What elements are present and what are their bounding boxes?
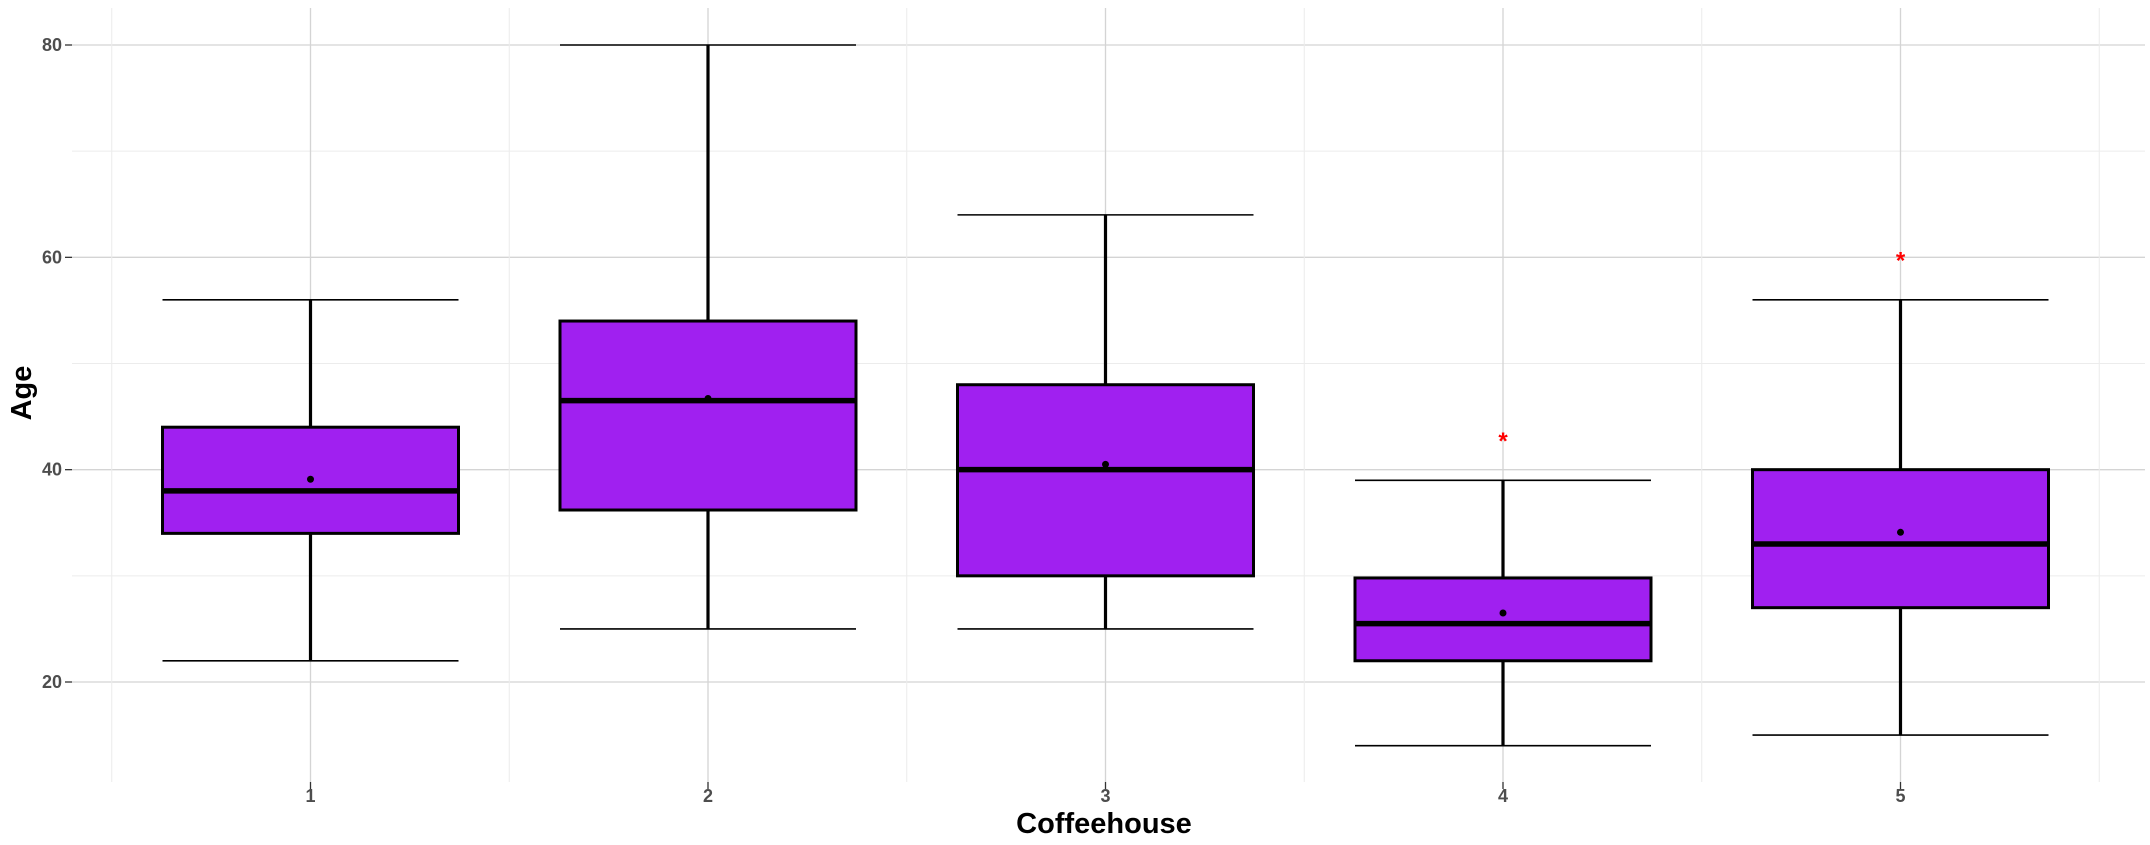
iqr-box <box>558 319 858 512</box>
iqr-box <box>1751 468 2050 610</box>
y-tick-label: 60 <box>42 247 62 267</box>
x-axis-title: Coffeehouse <box>1016 808 1192 840</box>
box-group-3 <box>956 214 1255 630</box>
y-tick-labels: 20 40 60 80 <box>42 35 72 692</box>
x-tick-label: 1 <box>305 786 315 806</box>
x-tick-label: 4 <box>1498 786 1508 806</box>
y-tick-label: 80 <box>42 35 62 55</box>
outlier-marker: * <box>1498 428 1508 455</box>
iqr-box <box>1353 576 1653 663</box>
y-tick-label: 20 <box>42 672 62 692</box>
x-tick-labels: 1 2 3 4 5 <box>305 782 1906 806</box>
x-tick-label: 3 <box>1100 786 1110 806</box>
boxes: ** <box>161 44 2050 747</box>
y-tick-label: 40 <box>42 460 62 480</box>
mean-point <box>1499 609 1507 617</box>
mean-point <box>1897 528 1904 536</box>
x-tick-label: 2 <box>703 786 713 806</box>
mean-point <box>1102 460 1109 468</box>
box-group-5: * <box>1751 247 2050 736</box>
outlier-marker: * <box>1896 247 1906 274</box>
y-axis-title: Age <box>6 366 38 421</box>
box-group-2 <box>558 44 858 630</box>
x-tick-label: 5 <box>1895 786 1905 806</box>
box-group-1 <box>161 298 460 662</box>
mean-point <box>704 395 712 403</box>
iqr-box <box>956 383 1255 578</box>
box-group-4: * <box>1353 428 1653 747</box>
mean-point <box>307 475 314 483</box>
